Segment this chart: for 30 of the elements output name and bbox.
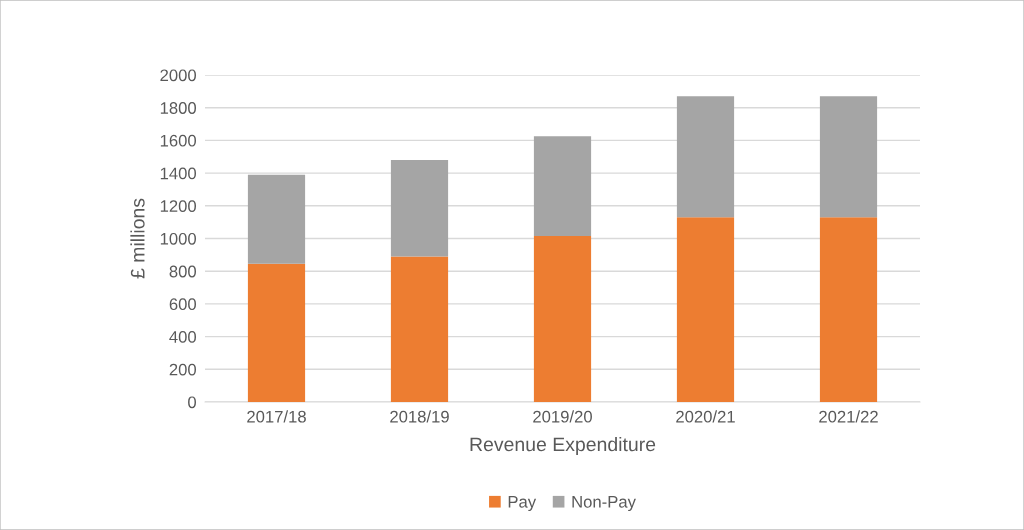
y-tick-label: 1200 xyxy=(160,200,197,212)
x-axis-title: Revenue Expenditure xyxy=(470,436,656,456)
bar xyxy=(247,263,306,402)
y-tick-label: 200 xyxy=(169,363,197,376)
x-tick-label: 2019/20 xyxy=(533,410,592,423)
bar xyxy=(533,136,592,237)
bar xyxy=(676,96,735,218)
x-tick-label: 2018/19 xyxy=(390,410,449,423)
y-tick-label: 1000 xyxy=(160,232,197,245)
y-tick-label: 800 xyxy=(169,265,197,278)
bar xyxy=(390,256,449,402)
legend-label: Pay xyxy=(508,496,537,512)
y-tick-label: 1600 xyxy=(160,134,197,147)
x-tick-label: 2020/21 xyxy=(676,410,735,423)
bar xyxy=(819,217,878,402)
y-tick-label: 400 xyxy=(169,331,197,343)
bar xyxy=(676,217,735,402)
bar xyxy=(390,160,449,257)
bar xyxy=(247,174,306,264)
y-tick-label: 600 xyxy=(169,298,197,311)
legend-label: Non-Pay xyxy=(572,496,636,512)
y-tick-label: 0 xyxy=(188,396,197,409)
x-tick-label: 2021/22 xyxy=(819,410,878,423)
y-tick-label: 2000 xyxy=(160,69,197,82)
y-tick-label: 1800 xyxy=(160,102,197,114)
y-axis-title: £ millions xyxy=(130,198,145,279)
y-tick-label: 1400 xyxy=(160,167,197,180)
bar xyxy=(819,96,878,218)
x-tick-label: 2017/18 xyxy=(247,410,306,423)
bar xyxy=(533,236,592,402)
